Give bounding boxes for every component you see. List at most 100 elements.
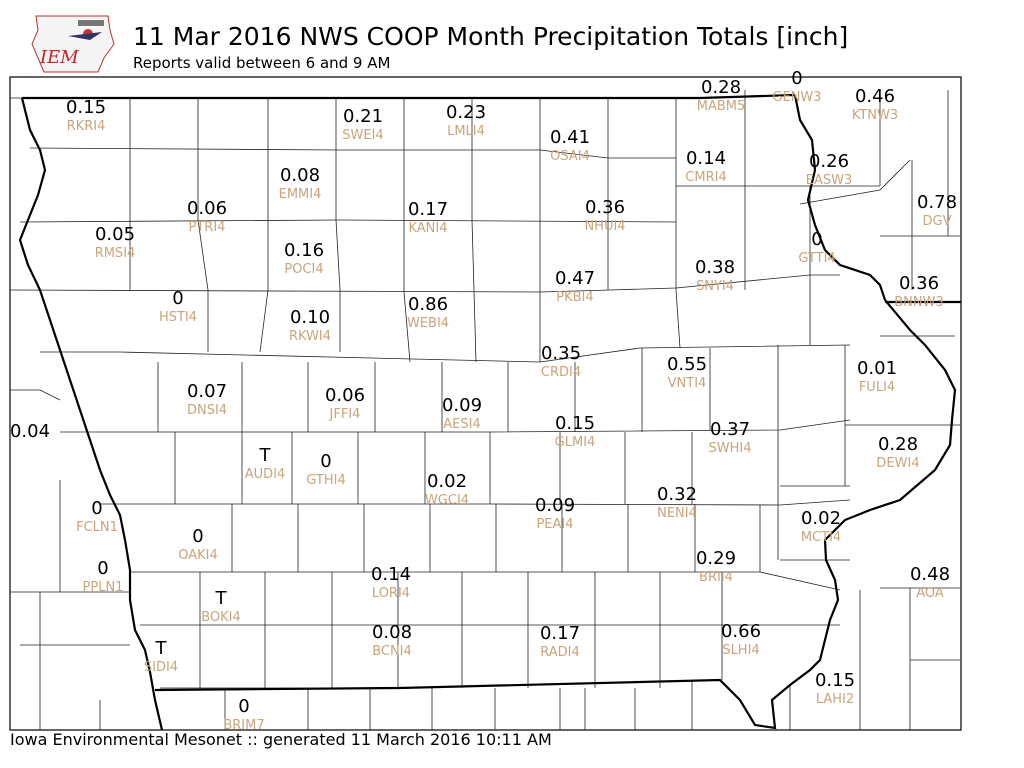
station-value: 0.01 [857,358,897,379]
station-id-label: EMMI4 [279,187,322,202]
station-id-label: JFFI4 [329,407,361,422]
station-id-label: DNSI4 [187,403,227,418]
station-id-label: WGCI4 [425,493,469,508]
station-id-label: SIDI4 [144,660,178,675]
station-value: 0 [811,229,822,250]
station-id-label: OSAI4 [550,149,590,164]
station-value: 0.15 [815,670,855,691]
station-value: 0.02 [427,471,467,492]
station-id-label: PTRI4 [189,220,226,235]
station-value: 0.14 [686,148,726,169]
station-id-label: KANI4 [408,221,447,236]
page-subtitle: Reports valid between 6 and 9 AM [133,54,391,72]
station-id-label: BCNI4 [372,644,412,659]
station-value: 0.66 [721,621,761,642]
station-value: 0.86 [408,294,448,315]
station-value: 0.28 [878,434,918,455]
station-value: T [215,588,228,609]
station-id-label: LMLI4 [447,124,485,139]
station-value: 0.37 [710,419,750,440]
station-value: 0.14 [371,564,411,585]
station-id-label: DEWI4 [876,456,919,471]
station-id-label: FCLN1 [76,520,118,535]
station-id-label: CRDI4 [541,365,581,380]
station-value: 0 [97,558,108,579]
station-id-label: MCTI4 [801,530,841,545]
station-id-label: LORI4 [372,586,410,601]
station-id-label: PPLN1 [83,580,124,595]
station-id-label: AUDI4 [245,467,286,482]
station-id-label: PEAI4 [536,517,573,532]
station-value: 0.10 [290,307,330,328]
station-value: 0.29 [696,548,736,569]
station-value: 0.36 [899,273,939,294]
station-id-label: SLHI4 [722,643,759,658]
station-value: 0.07 [187,381,227,402]
iem-logo: IEM [28,14,118,76]
logo-text: IEM [39,47,79,68]
station-value: 0.23 [446,102,486,123]
station-value: 0 [192,526,203,547]
station-value: 0.06 [187,198,227,219]
station-id-label: BNNW3 [894,295,944,310]
station-value: 0.02 [801,508,841,529]
station-id-label: NENI4 [657,506,697,521]
station-id-label: GENW3 [772,90,821,105]
station-id-label: WEBI4 [407,316,449,331]
station-id-label: DGV [923,214,952,229]
station-id-label: FULI4 [859,380,895,395]
station-value: 0 [791,68,802,89]
station-id-label: VNTI4 [668,376,707,391]
station-id-label: EASW3 [806,173,852,188]
station-id-label: POCI4 [284,262,323,277]
station-value: 0.48 [910,564,950,585]
station-value: 0.08 [372,622,412,643]
station-id-label: RKWI4 [289,329,331,344]
station-id-label: KTNW3 [852,108,898,123]
station-id-label: BRII4 [699,570,733,585]
station-value: 0.17 [540,623,580,644]
station-value: 0.47 [555,268,595,289]
station-id-label: SWEI4 [342,128,383,143]
station-id-label: CMRI4 [685,170,726,185]
station-id-label: LAHI2 [816,692,854,707]
station-value: 0 [320,451,331,472]
station-value: 0 [172,288,183,309]
station-id-label: GTHI4 [306,473,345,488]
station-id-label: PKBI4 [556,290,593,305]
station-value: T [155,638,168,659]
station-value: 0.17 [408,199,448,220]
station-id-label: GLMI4 [555,435,596,450]
